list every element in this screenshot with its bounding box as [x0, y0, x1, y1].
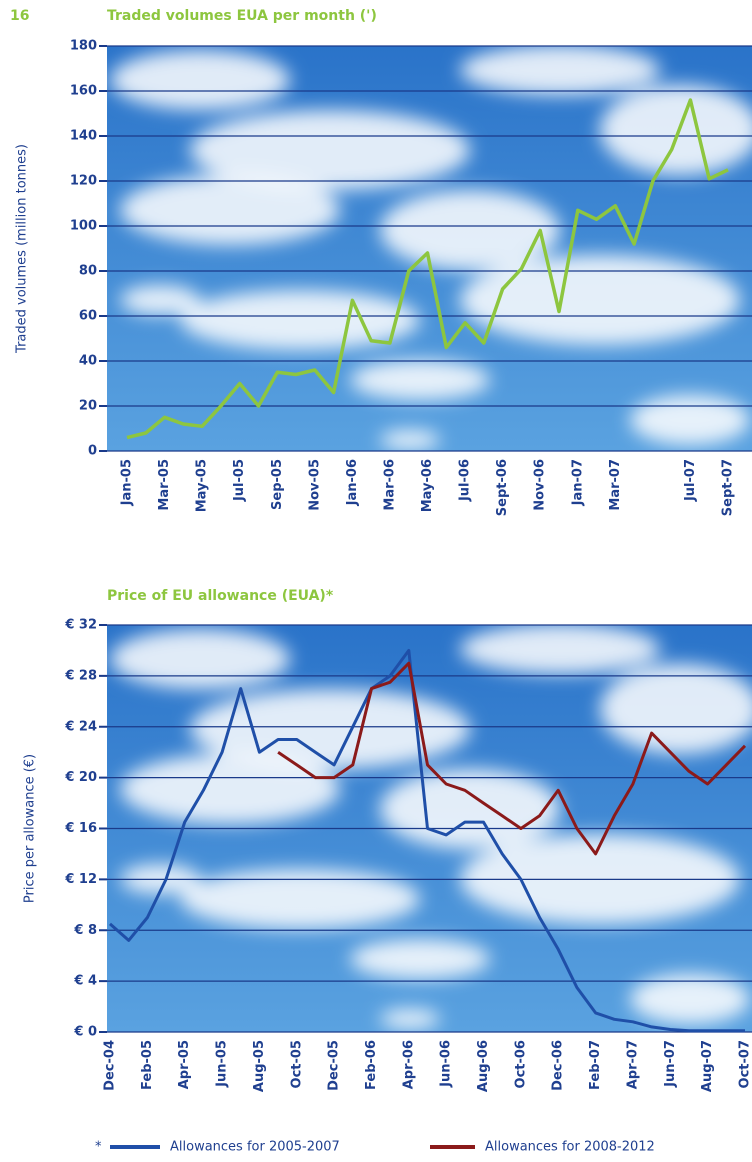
cloud — [380, 769, 560, 849]
cloud — [110, 629, 290, 689]
cloud — [380, 190, 560, 270]
y-tick-label: € 16 — [64, 821, 97, 836]
cloud — [120, 175, 340, 245]
x-tick-label: Apr-06 — [401, 1040, 416, 1089]
cloud — [350, 360, 490, 400]
x-tick-label: Sept-07 — [721, 459, 736, 516]
chart-title: Traded volumes EUA per month (') — [107, 8, 377, 24]
cloud — [380, 1009, 440, 1029]
cloud — [380, 430, 440, 450]
y-tick-label: 120 — [70, 174, 97, 189]
legend-label: Allowances for 2008-2012 — [485, 1140, 655, 1155]
y-tick-label: 20 — [79, 399, 97, 414]
y-tick-label: 180 — [70, 39, 97, 54]
y-tick-label: 40 — [79, 354, 97, 369]
y-tick-label: € 28 — [64, 668, 97, 683]
x-tick-label: Nov-05 — [307, 459, 322, 511]
cloud — [180, 869, 420, 929]
x-tick-label: Mar-07 — [608, 459, 623, 511]
y-tick-label: € 20 — [64, 770, 97, 785]
x-tick-label: Aug-07 — [700, 1040, 715, 1092]
cloud — [120, 754, 340, 824]
page: 16 Traded volumes EUA per month (') Trade… — [0, 0, 752, 1162]
y-tick-label: 80 — [79, 264, 97, 279]
x-tick-label: Mar-06 — [382, 459, 397, 511]
x-tick-label: Jul-07 — [683, 459, 698, 502]
x-tick-label: Nov-06 — [533, 459, 548, 511]
y-axis-label: Traded volumes (million tonnes) — [15, 144, 30, 354]
cloud — [110, 50, 290, 110]
x-tick-label: Oct-07 — [738, 1040, 752, 1088]
x-tick-label: Dec-06 — [551, 1040, 566, 1091]
legend-label: Allowances for 2005-2007 — [170, 1140, 340, 1155]
y-tick-label: 60 — [79, 309, 97, 324]
x-tick-label: Jan-07 — [570, 459, 585, 506]
x-tick-label: Feb-05 — [140, 1040, 155, 1090]
x-tick-label: Sept-06 — [495, 459, 510, 516]
x-tick-label: Dec-04 — [103, 1040, 118, 1091]
x-tick-label: Jun-05 — [215, 1040, 230, 1088]
x-tick-label: Oct-05 — [289, 1040, 304, 1088]
cloud — [460, 624, 660, 674]
cloud — [630, 395, 750, 445]
cloud — [120, 285, 200, 315]
cloud — [460, 255, 740, 345]
y-tick-label: € 24 — [64, 719, 97, 734]
x-tick-label: Aug-05 — [252, 1040, 267, 1092]
x-tick-label: Jul-06 — [458, 459, 473, 502]
x-tick-label: Jun-07 — [663, 1040, 678, 1088]
x-tick-label: Jan-05 — [120, 459, 135, 506]
y-tick-label: € 12 — [64, 872, 97, 887]
x-tick-label: Jun-06 — [439, 1040, 454, 1088]
x-tick-label: Mar-05 — [157, 459, 172, 511]
x-tick-label: Feb-06 — [364, 1040, 379, 1090]
x-tick-label: Sep-05 — [270, 459, 285, 510]
legend-note: * — [95, 1140, 102, 1155]
x-tick-label: May-06 — [420, 459, 435, 512]
y-tick-label: 160 — [70, 84, 97, 99]
y-tick-label: € 0 — [73, 1025, 97, 1040]
x-tick-label: Jul-05 — [232, 459, 247, 502]
page-number: 16 — [10, 8, 29, 24]
x-tick-label: May-05 — [195, 459, 210, 512]
x-tick-label: Aug-06 — [476, 1040, 491, 1092]
y-tick-label: € 32 — [64, 618, 97, 633]
y-tick-label: € 4 — [73, 974, 97, 989]
x-tick-label: Apr-07 — [625, 1040, 640, 1089]
y-tick-label: € 8 — [73, 923, 97, 938]
y-tick-label: 0 — [88, 444, 97, 459]
y-tick-label: 140 — [70, 129, 97, 144]
x-tick-label: Dec-05 — [327, 1040, 342, 1091]
cloud — [460, 45, 660, 95]
y-tick-label: 100 — [70, 219, 97, 234]
cloud — [350, 939, 490, 979]
x-tick-label: Apr-05 — [177, 1040, 192, 1089]
x-tick-label: Feb-07 — [588, 1040, 603, 1090]
chart-title: Price of EU allowance (EUA)* — [107, 588, 334, 604]
y-axis-label: Price per allowance (€) — [23, 754, 38, 903]
x-tick-label: Jan-06 — [345, 459, 360, 506]
x-tick-label: Oct-06 — [513, 1040, 528, 1088]
